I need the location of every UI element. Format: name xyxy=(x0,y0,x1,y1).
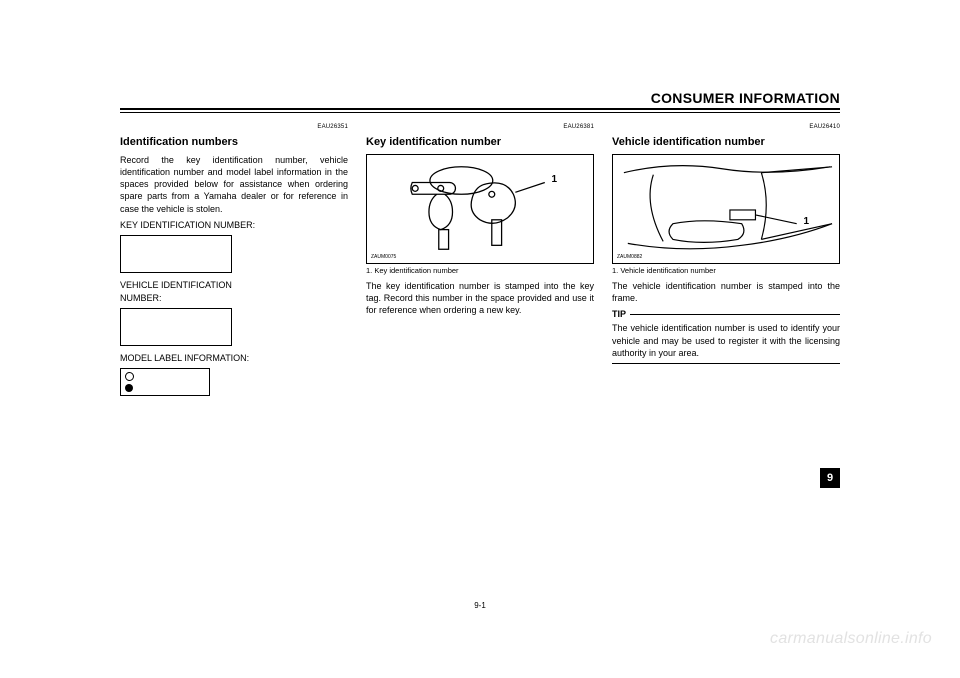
key-id-box xyxy=(120,235,232,273)
vin-illustration xyxy=(613,155,839,263)
body-paragraph: The vehicle identification number is sta… xyxy=(612,280,840,304)
filled-circle-icon xyxy=(125,384,133,392)
page-number: 9-1 xyxy=(120,601,840,610)
model-label-box xyxy=(120,368,210,396)
section-heading: Identification numbers xyxy=(120,135,348,150)
key-figure: 1 ZAUM0075 xyxy=(366,154,594,264)
intro-paragraph: Record the key identification number, ve… xyxy=(120,154,348,215)
vin-label-line2: NUMBER: xyxy=(120,292,348,304)
columns: EAU26351 Identification numbers Record t… xyxy=(120,123,840,402)
page-content: CONSUMER INFORMATION EAU26351 Identifica… xyxy=(120,90,840,610)
key-id-label: KEY IDENTIFICATION NUMBER: xyxy=(120,219,348,231)
section-end-rule xyxy=(612,363,840,364)
figure-code: ZAUM0075 xyxy=(371,254,396,261)
header-rule xyxy=(120,108,840,113)
vin-figure: 1 ZAUM0882 xyxy=(612,154,840,264)
tip-paragraph: The vehicle identification number is use… xyxy=(612,322,840,358)
column-3: EAU26410 Vehicle identification number xyxy=(612,123,840,402)
chapter-title: CONSUMER INFORMATION xyxy=(651,90,840,106)
figure-caption: 1. Vehicle identification number xyxy=(612,266,840,276)
section-heading: Vehicle identification number xyxy=(612,135,840,150)
chapter-header: CONSUMER INFORMATION xyxy=(120,90,840,108)
section-heading: Key identification number xyxy=(366,135,594,150)
figure-callout: 1 xyxy=(803,215,809,229)
figure-caption: 1. Key identification number xyxy=(366,266,594,276)
column-2: EAU26381 Key identification number xyxy=(366,123,594,402)
refcode: EAU26381 xyxy=(366,123,594,131)
model-label: MODEL LABEL INFORMATION: xyxy=(120,352,348,364)
figure-callout: 1 xyxy=(551,173,557,187)
watermark: carmanualsonline.info xyxy=(770,630,932,648)
chapter-tab: 9 xyxy=(820,468,840,488)
key-illustration xyxy=(367,155,593,263)
tip-rule xyxy=(630,314,840,315)
vin-label-line1: VEHICLE IDENTIFICATION xyxy=(120,279,348,291)
tip-heading: TIP xyxy=(612,308,840,320)
refcode: EAU26410 xyxy=(612,123,840,131)
column-1: EAU26351 Identification numbers Record t… xyxy=(120,123,348,402)
chapter-tab-number: 9 xyxy=(827,472,833,484)
open-circle-icon xyxy=(125,372,134,381)
figure-code: ZAUM0882 xyxy=(617,254,642,261)
body-paragraph: The key identification number is stamped… xyxy=(366,280,594,316)
refcode: EAU26351 xyxy=(120,123,348,131)
tip-label: TIP xyxy=(612,308,626,320)
vin-box xyxy=(120,308,232,346)
model-label-marks xyxy=(125,372,205,392)
